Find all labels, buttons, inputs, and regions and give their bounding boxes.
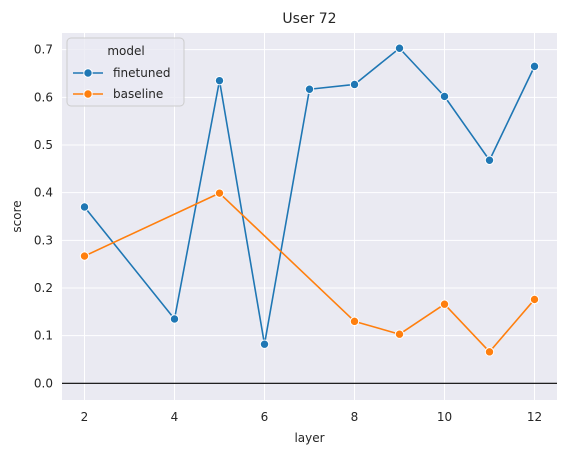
x-tick-label: 2 [81,410,89,424]
data-point-finetuned [484,155,495,165]
data-point-finetuned [394,43,405,53]
series-line-finetuned [83,47,536,346]
data-point-finetuned [169,314,180,324]
x-tick-label: 6 [261,410,269,424]
y-tick-label: 0.2 [34,281,53,295]
x-tick-label: 8 [351,410,359,424]
y-tick-labels: 0.0 0.1 0.2 0.3 0.4 0.5 0.6 0.7 [34,43,53,391]
data-point-finetuned [349,79,360,90]
data-point-finetuned [529,61,540,72]
chart-title: User 72 [282,11,336,27]
y-tick-label: 0.3 [34,233,53,247]
data-point-finetuned [79,202,90,212]
data-point-baseline [484,347,495,357]
x-axis-label: layer [294,431,324,445]
x-tick-label: 4 [171,410,179,424]
data-point-baseline [79,251,90,261]
legend-box [66,37,185,107]
grid-lines [62,33,557,400]
data-point-finetuned [259,339,270,349]
y-tick-label: 0.5 [34,138,53,152]
legend-title: model [107,44,144,58]
legend-marker-finetuned [83,68,93,78]
x-tick-label: 10 [437,410,452,424]
data-point-baseline [349,316,360,327]
data-point-finetuned [214,75,225,86]
y-tick-label: 0.6 [34,90,53,104]
legend-label-finetuned: finetuned [113,66,170,80]
y-tick-label: 0.7 [34,43,53,57]
y-axis-label: score [10,200,24,232]
x-tick-labels: 2 4 6 8 10 12 [81,410,542,424]
data-point-finetuned [439,91,450,102]
data-point-baseline [214,188,225,198]
y-tick-label: 0.1 [34,329,53,343]
legend-marker-baseline [83,89,93,99]
data-point-baseline [529,294,540,305]
legend: model finetuned baseline [66,37,185,107]
data-point-baseline [394,329,405,339]
legend-label-baseline: baseline [113,87,163,101]
data-point-finetuned [304,84,315,94]
y-tick-label: 0.0 [34,376,53,390]
series-points [79,43,540,357]
y-tick-label: 0.4 [34,186,53,200]
legend-items: finetuned baseline [73,66,170,101]
x-tick-label: 12 [527,410,542,424]
data-point-baseline [439,299,450,309]
